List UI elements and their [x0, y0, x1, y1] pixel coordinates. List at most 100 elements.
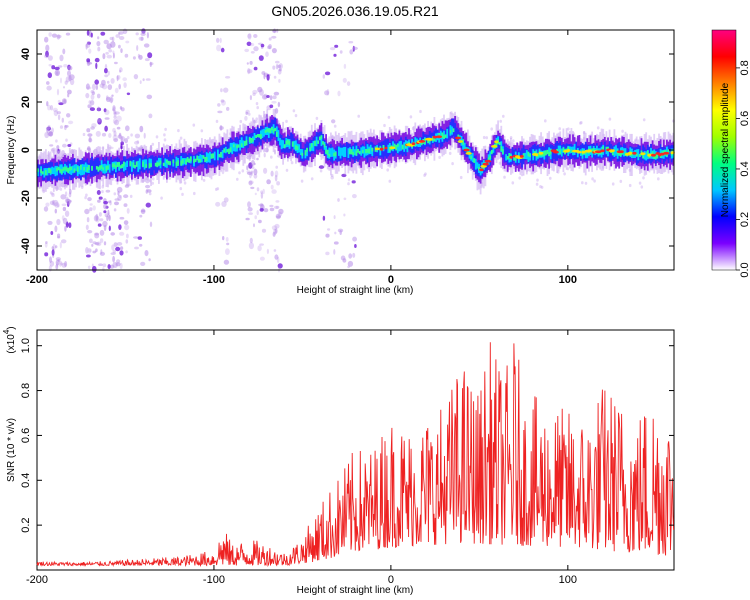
- spectrogram-noise-dot: [334, 231, 337, 235]
- spectrogram-noise-dot: [219, 125, 223, 131]
- snr-x-tick-label: -200: [26, 574, 48, 586]
- spectrogram-noise-dot: [98, 196, 103, 200]
- colorbar-label: Normalized spectral amplitude: [720, 82, 731, 217]
- spectrogram-ridge-cell: [256, 134, 259, 138]
- spectrogram-y-axis-label: Frequency (Hz): [6, 116, 17, 185]
- spectrogram-noise-dot: [248, 212, 253, 215]
- spectrogram-ridge-cell: [365, 149, 367, 154]
- spectrogram-noise-dot: [136, 45, 139, 51]
- spectrogram-noise-dot: [108, 214, 111, 222]
- spectrogram-ridge-cell: [309, 147, 312, 151]
- spectrogram-ridge-cell: [150, 163, 152, 168]
- spectrogram-ridge-cell: [202, 155, 205, 159]
- spectrogram-noise-dot: [503, 175, 506, 179]
- spectrogram-noise-dot: [274, 228, 278, 234]
- spectrogram-noise-dot: [119, 106, 123, 110]
- spectrogram-noise-dot: [95, 62, 98, 69]
- spectrogram-noise-dot: [126, 233, 129, 239]
- spectrogram-noise-dot: [110, 252, 116, 256]
- spectrogram-ridge-cell: [545, 150, 547, 156]
- spectrogram-noise-dot: [85, 193, 88, 197]
- spectrogram-noise-dot: [103, 241, 107, 246]
- spectrogram-noise-dot: [177, 129, 180, 133]
- spectrogram-ridge-cell: [183, 158, 186, 165]
- spectrogram-ridge-cell: [373, 144, 375, 158]
- spectrogram-ridge-cell: [342, 147, 345, 158]
- spectrogram-noise-dot: [101, 79, 106, 86]
- spectrogram-noise-dot: [65, 32, 71, 36]
- spectrogram-noise-dot: [95, 130, 101, 137]
- spectrogram-ridge-cell: [260, 130, 262, 138]
- spectrogram-ridge-cell: [234, 143, 237, 152]
- spectrogram-ridge-cell: [414, 137, 417, 147]
- spectrogram-noise-dot: [265, 51, 269, 57]
- spectrogram-noise-dot: [259, 208, 264, 212]
- spectrogram-ridge-cell: [57, 166, 60, 171]
- spectrogram-ridge-cell: [347, 148, 350, 158]
- spectrogram-ridge-cell: [70, 166, 73, 171]
- spectrogram-noise-dot: [125, 239, 129, 244]
- spectrogram-ridge-cell: [645, 151, 648, 161]
- spectrogram-noise-dot: [337, 198, 340, 202]
- spectrogram-noise-dot: [146, 188, 149, 192]
- spectrogram-noise-dot: [106, 43, 112, 50]
- spectrogram-noise-dot: [95, 84, 98, 91]
- spectrogram-noise-dot: [215, 201, 221, 207]
- spectrogram-ridge-cell: [439, 130, 442, 140]
- spectrogram-ridge-cell: [529, 154, 531, 158]
- spectrogram-noise-dot: [146, 189, 152, 193]
- spectrogram-noise-dot: [56, 88, 60, 96]
- spectrogram-noise-dot: [85, 43, 88, 50]
- spectrogram-ridge-cell: [279, 138, 281, 146]
- spectrogram-ridge-cell: [352, 151, 355, 155]
- spectrogram-noise-dot: [657, 177, 660, 181]
- spectrogram-ridge-cell: [443, 135, 445, 140]
- spectrogram-noise-dot: [245, 111, 249, 116]
- spectrogram-peak-cell: [611, 149, 615, 153]
- spectrogram-noise-dot: [276, 215, 281, 219]
- spectrogram-ridge-cell: [99, 165, 101, 171]
- spectrogram-ridge-cell: [302, 148, 305, 162]
- snr-x-tick-label: -100: [203, 574, 225, 586]
- spectrogram-noise-dot: [87, 265, 91, 269]
- spectrogram-ridge-cell: [196, 155, 199, 161]
- spectrogram-ridge-cell: [115, 165, 117, 169]
- spectrogram-noise-dot: [102, 53, 106, 60]
- spectrogram-noise-dot: [56, 218, 61, 226]
- spectrogram-noise-dot: [103, 108, 107, 113]
- spectrogram-ridge-cell: [145, 159, 148, 167]
- spectrogram-noise-dot: [64, 125, 69, 128]
- spectrogram-noise-dot: [119, 67, 123, 73]
- spectrogram-noise-dot: [46, 127, 49, 133]
- spectrogram-ridge-cell: [221, 150, 224, 159]
- spectrogram-noise-dot: [85, 83, 90, 90]
- spectrogram-ridge-cell: [217, 149, 219, 161]
- spectrogram-ridge-cell: [274, 127, 277, 132]
- spectrogram-ridge-cell: [224, 146, 227, 154]
- spectrogram-noise-dot: [119, 36, 125, 40]
- snr-multiplier: (x104): [2, 326, 17, 353]
- spectrogram-ridge-cell: [489, 155, 492, 159]
- spectrogram-peak-cell: [455, 136, 462, 140]
- spectrogram-ridge-cell: [159, 160, 162, 165]
- spectrogram-ridge-cell: [46, 168, 49, 176]
- spectrogram-ridge-cell: [131, 161, 133, 172]
- spectrogram-ridge-cell: [299, 149, 302, 156]
- spectrogram-noise-dot: [580, 121, 583, 125]
- spectrogram-noise-dot: [261, 94, 268, 100]
- spectrogram-noise-dot: [248, 180, 253, 186]
- spectrogram-noise-dot: [348, 253, 353, 259]
- spectrogram-x-ticks: -200 -100 0 100: [26, 30, 577, 286]
- spectrogram-ridge-cell: [471, 152, 474, 163]
- colorbar-gradient: [711, 29, 737, 271]
- spectrogram-ridge-cell: [511, 147, 514, 164]
- spectrogram-peak-cell: [632, 151, 637, 155]
- spectrogram-noise-dot: [275, 63, 279, 70]
- spectrogram-noise-dot: [124, 224, 130, 231]
- spectrogram-noise-dot: [55, 245, 58, 249]
- spectrogram-noise-dot: [183, 181, 187, 185]
- spectrogram-ridge-cell: [138, 158, 141, 170]
- spectrogram-ridge-cell: [603, 141, 606, 157]
- spectrogram-noise-dot: [65, 221, 69, 228]
